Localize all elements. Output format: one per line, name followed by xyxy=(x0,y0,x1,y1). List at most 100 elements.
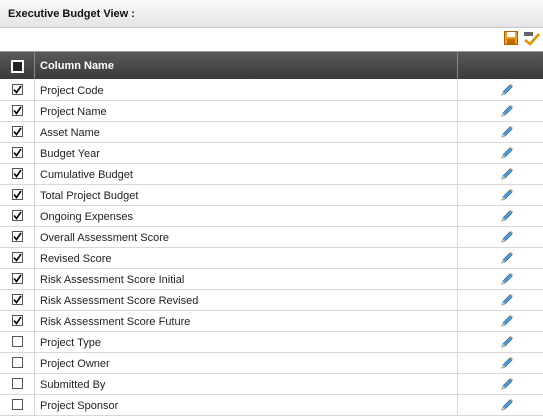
title-bar: Executive Budget View : xyxy=(0,0,543,28)
checkbox-cell xyxy=(0,206,35,226)
edit-button[interactable] xyxy=(500,335,514,349)
grid-row: Overall Assessment Score xyxy=(0,227,543,248)
grid-row: Risk Assessment Score Future xyxy=(0,311,543,332)
checkbox-cell xyxy=(0,353,35,373)
edit-button[interactable] xyxy=(500,251,514,265)
check-mark xyxy=(13,127,22,136)
row-checkbox[interactable] xyxy=(12,273,23,284)
row-checkbox[interactable] xyxy=(12,336,23,347)
grid-row: Project Name xyxy=(0,101,543,122)
row-checkbox[interactable] xyxy=(12,399,23,410)
check-mark xyxy=(13,211,22,220)
check-mark xyxy=(13,232,22,241)
column-name: Risk Assessment Score Revised xyxy=(35,290,458,310)
check-mark xyxy=(13,253,22,262)
grid-row: Risk Assessment Score Initial xyxy=(0,269,543,290)
row-checkbox[interactable] xyxy=(12,168,23,179)
grid-row: Project Sponsor xyxy=(0,395,543,416)
grid-row: Project Owner xyxy=(0,353,543,374)
grid-row: Submitted By xyxy=(0,374,543,395)
grid-row: Risk Assessment Score Revised xyxy=(0,290,543,311)
row-checkbox[interactable] xyxy=(12,378,23,389)
row-checkbox[interactable] xyxy=(12,189,23,200)
column-name: Asset Name xyxy=(35,122,458,142)
edit-button[interactable] xyxy=(500,167,514,181)
checkbox-cell xyxy=(0,227,35,247)
grid-row: Project Type xyxy=(0,332,543,353)
check-mark xyxy=(13,316,22,325)
checkbox-cell xyxy=(0,374,35,394)
header-checkbox-cell xyxy=(0,52,35,79)
edit-button[interactable] xyxy=(500,293,514,307)
grid-row: Cumulative Budget xyxy=(0,164,543,185)
grid-row: Asset Name xyxy=(0,122,543,143)
row-checkbox[interactable] xyxy=(12,105,23,116)
grid-row: Project Code xyxy=(0,80,543,101)
grid-header: Column Name xyxy=(0,52,543,79)
edit-button[interactable] xyxy=(500,314,514,328)
edit-button[interactable] xyxy=(500,230,514,244)
column-name: Risk Assessment Score Future xyxy=(35,311,458,331)
column-name: Project Name xyxy=(35,101,458,121)
edit-button[interactable] xyxy=(500,188,514,202)
row-checkbox[interactable] xyxy=(12,84,23,95)
edit-button[interactable] xyxy=(500,83,514,97)
column-name: Submitted By xyxy=(35,374,458,394)
row-checkbox[interactable] xyxy=(12,357,23,368)
checkbox-cell xyxy=(0,248,35,268)
column-name: Total Project Budget xyxy=(35,185,458,205)
column-name: Budget Year xyxy=(35,143,458,163)
row-checkbox[interactable] xyxy=(12,294,23,305)
grid-row: Total Project Budget xyxy=(0,185,543,206)
column-name: Revised Score xyxy=(35,248,458,268)
check-mark xyxy=(13,148,22,157)
row-checkbox[interactable] xyxy=(12,147,23,158)
column-name: Project Code xyxy=(35,80,458,100)
checkbox-cell xyxy=(0,185,35,205)
column-name: Overall Assessment Score xyxy=(35,227,458,247)
select-all-checkbox[interactable] xyxy=(11,60,24,73)
edit-button[interactable] xyxy=(500,146,514,160)
edit-button[interactable] xyxy=(500,125,514,139)
checkbox-cell xyxy=(0,395,35,415)
edit-button[interactable] xyxy=(500,272,514,286)
column-header: Column Name xyxy=(35,52,458,79)
grid-row: Revised Score xyxy=(0,248,543,269)
row-checkbox[interactable] xyxy=(12,315,23,326)
edit-button[interactable] xyxy=(500,209,514,223)
column-name: Project Sponsor xyxy=(35,395,458,415)
row-checkbox[interactable] xyxy=(12,231,23,242)
column-name: Ongoing Expenses xyxy=(35,206,458,226)
column-name: Risk Assessment Score Initial xyxy=(35,269,458,289)
checkbox-cell xyxy=(0,122,35,142)
checkbox-cell xyxy=(0,101,35,121)
column-name: Project Owner xyxy=(35,353,458,373)
checkbox-cell xyxy=(0,290,35,310)
title: Executive Budget View : xyxy=(8,8,135,20)
checkbox-cell xyxy=(0,311,35,331)
edit-button[interactable] xyxy=(500,104,514,118)
grid-row: Ongoing Expenses xyxy=(0,206,543,227)
check-mark xyxy=(13,169,22,178)
edit-button[interactable] xyxy=(500,398,514,412)
row-checkbox[interactable] xyxy=(12,126,23,137)
check-mark xyxy=(13,106,22,115)
checkbox-cell xyxy=(0,332,35,352)
row-checkbox[interactable] xyxy=(12,252,23,263)
column-name: Project Type xyxy=(35,332,458,352)
check-mark xyxy=(13,85,22,94)
toolbar xyxy=(0,28,543,51)
checkbox-cell xyxy=(0,269,35,289)
save-button[interactable] xyxy=(504,31,518,45)
column-name: Cumulative Budget xyxy=(35,164,458,184)
edit-button[interactable] xyxy=(500,377,514,391)
checkbox-cell xyxy=(0,164,35,184)
row-checkbox[interactable] xyxy=(12,210,23,221)
edit-button[interactable] xyxy=(500,356,514,370)
column-grid: Column Name Project Code Project Name Asse… xyxy=(0,51,543,416)
grid-row: Budget Year xyxy=(0,143,543,164)
spellcheck-button[interactable] xyxy=(523,31,540,46)
checkbox-cell xyxy=(0,80,35,100)
check-mark xyxy=(13,190,22,199)
